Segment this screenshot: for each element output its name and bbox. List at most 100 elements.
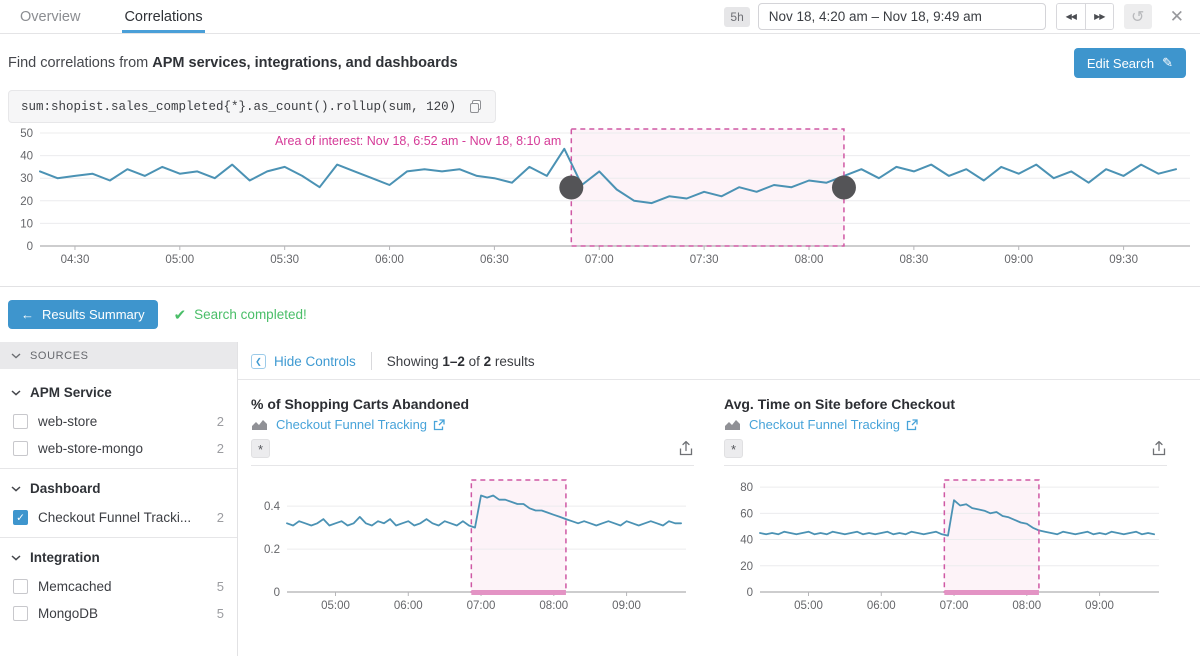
sources-header[interactable]: SOURCES <box>0 342 237 369</box>
edit-search-button[interactable]: Edit Search ✎ <box>1073 48 1186 78</box>
svg-text:05:00: 05:00 <box>165 254 194 266</box>
item-count: 2 <box>216 441 224 456</box>
time-back-button[interactable]: ◀◀ <box>1056 4 1085 29</box>
section-header-integration[interactable]: Integration <box>11 550 226 565</box>
dashboard-link[interactable]: Checkout Funnel Tracking <box>749 417 918 432</box>
section-label: Dashboard <box>30 481 101 496</box>
copy-icon[interactable] <box>468 99 483 114</box>
query-box: sum:shopist.sales_completed{*}.as_count(… <box>8 90 497 123</box>
dashboard-link[interactable]: Checkout Funnel Tracking <box>276 417 445 432</box>
item-count: 2 <box>216 414 224 429</box>
tab-correlations[interactable]: Correlations <box>122 0 205 33</box>
search-header-prefix: Find correlations from <box>8 55 153 71</box>
left-arrow-icon: ← <box>21 307 34 322</box>
item-label: web-store <box>38 414 98 429</box>
svg-text:07:00: 07:00 <box>467 600 496 612</box>
svg-text:06:00: 06:00 <box>867 600 896 612</box>
search-header-sources: APM services, integrations, and dashboar… <box>152 55 458 71</box>
refresh-button[interactable]: ↺ <box>1123 4 1152 29</box>
dashboard-link-label: Checkout Funnel Tracking <box>276 417 428 432</box>
results-summary-row: ← Results Summary ✔ Search completed! <box>0 287 1200 342</box>
panel-toolbar: * <box>724 439 1167 466</box>
svg-text:06:30: 06:30 <box>480 254 509 266</box>
hide-controls-link[interactable]: ❮ Hide Controls <box>251 353 356 369</box>
section-label: Integration <box>30 550 100 565</box>
tab-overview[interactable]: Overview <box>20 8 81 25</box>
panel-title: % of Shopping Carts Abandoned <box>251 396 470 412</box>
result-panel-carts-abandoned: % of Shopping Carts Abandoned Checkout F… <box>251 396 694 623</box>
svg-text:0.4: 0.4 <box>264 501 281 513</box>
results-summary-label: Results Summary <box>42 307 145 322</box>
checkbox[interactable]: ✓ <box>13 510 28 525</box>
chevron-down-icon <box>11 485 21 492</box>
sidebar-item[interactable]: MongoDB 5 <box>11 600 226 627</box>
close-icon: ✕ <box>1169 6 1184 26</box>
item-label: web-store-mongo <box>38 441 144 456</box>
svg-text:60: 60 <box>740 508 753 520</box>
sidebar-item[interactable]: web-store 2 <box>11 408 226 435</box>
chevron-down-icon <box>11 554 21 561</box>
sidebar-item[interactable]: web-store-mongo 2 <box>11 435 226 462</box>
section-items: ✓ Checkout Funnel Tracki... 2 <box>11 504 226 531</box>
export-icon[interactable] <box>1151 440 1167 457</box>
svg-text:05:30: 05:30 <box>270 254 299 266</box>
query-text: sum:shopist.sales_completed{*}.as_count(… <box>21 99 457 114</box>
section-header-dashboard[interactable]: Dashboard <box>11 481 226 496</box>
search-header-row: Find correlations from APM services, int… <box>0 34 1200 90</box>
mini-chart-svg[interactable]: 0 20 40 60 80 05:00 06:00 07:00 08:00 09:00 <box>724 468 1167 620</box>
check-icon: ✔ <box>173 306 187 324</box>
svg-text:30: 30 <box>20 173 33 185</box>
section-header-apm-service[interactable]: APM Service <box>11 385 226 400</box>
checkbox[interactable] <box>13 579 28 594</box>
sidebar-item[interactable]: Memcached 5 <box>11 573 226 600</box>
time-range-badge: 5h <box>724 6 750 27</box>
sidebar-item[interactable]: ✓ Checkout Funnel Tracki... 2 <box>11 504 226 531</box>
rewind-icon: ◀◀ <box>1065 12 1077 21</box>
panel-source-row: Checkout Funnel Tracking <box>251 417 694 432</box>
svg-text:09:00: 09:00 <box>1085 600 1114 612</box>
showing-results-text: Showing 1–2 of 2 results <box>386 353 535 369</box>
svg-text:09:30: 09:30 <box>1109 254 1138 266</box>
svg-text:0: 0 <box>27 241 33 253</box>
results-column: ❮ Hide Controls Showing 1–2 of 2 results… <box>238 342 1200 656</box>
checkbox[interactable] <box>13 441 28 456</box>
svg-text:0: 0 <box>747 587 753 599</box>
time-controls: 5h ◀◀ ▶▶ ↺ ✕ <box>724 0 1188 33</box>
area-chart-icon <box>252 420 267 430</box>
svg-text:06:00: 06:00 <box>375 254 404 266</box>
panel-source-row: Checkout Funnel Tracking <box>724 417 1167 432</box>
svg-text:07:30: 07:30 <box>690 254 719 266</box>
close-button[interactable]: ✕ <box>1166 7 1188 27</box>
scope-badge[interactable]: * <box>251 439 271 458</box>
section-items: Memcached 5 MongoDB 5 <box>11 573 226 627</box>
section-divider <box>0 286 1200 287</box>
chevron-down-icon <box>11 352 21 359</box>
svg-text:04:30: 04:30 <box>61 254 90 266</box>
checkbox[interactable] <box>13 606 28 621</box>
section-label: APM Service <box>30 385 112 400</box>
external-link-icon <box>906 418 918 430</box>
svg-text:08:00: 08:00 <box>1012 600 1041 612</box>
sources-sidebar: SOURCES APM Service web-store 2 web-store-… <box>0 342 238 656</box>
time-range-input[interactable] <box>757 3 1046 30</box>
results-content: SOURCES APM Service web-store 2 web-store-… <box>0 342 1200 656</box>
sidebar-section-apm-service: APM Service web-store 2 web-store-mongo 2 <box>0 373 237 468</box>
results-summary-button[interactable]: ← Results Summary <box>8 300 158 329</box>
svg-text:09:00: 09:00 <box>612 600 641 612</box>
export-icon[interactable] <box>678 440 694 457</box>
results-controls-row: ❮ Hide Controls Showing 1–2 of 2 results <box>238 342 1200 379</box>
item-count: 5 <box>216 579 224 594</box>
time-nav-group: ◀◀ ▶▶ <box>1055 3 1114 30</box>
checkbox[interactable] <box>13 414 28 429</box>
time-forward-button[interactable]: ▶▶ <box>1084 4 1113 29</box>
main-chart-svg[interactable]: 0 10 20 30 40 50 04:30 05:00 05:30 06:00 06:30 07:0… <box>0 125 1200 271</box>
panel-title: Avg. Time on Site before Checkout <box>724 396 956 412</box>
item-label: Memcached <box>38 579 112 594</box>
svg-text:07:00: 07:00 <box>585 254 614 266</box>
refresh-icon: ↺ <box>1131 8 1145 26</box>
mini-chart-svg[interactable]: 0 0.2 0.4 05:00 06:00 07:00 08:00 09:00 <box>251 468 694 620</box>
section-items: web-store 2 web-store-mongo 2 <box>11 408 226 462</box>
scope-badge[interactable]: * <box>724 439 744 458</box>
sidebar-section-dashboard: Dashboard ✓ Checkout Funnel Tracki... 2 <box>0 468 237 537</box>
main-timeseries-chart[interactable]: 0 10 20 30 40 50 04:30 05:00 05:30 06:00 06:30 07:0… <box>0 125 1200 274</box>
